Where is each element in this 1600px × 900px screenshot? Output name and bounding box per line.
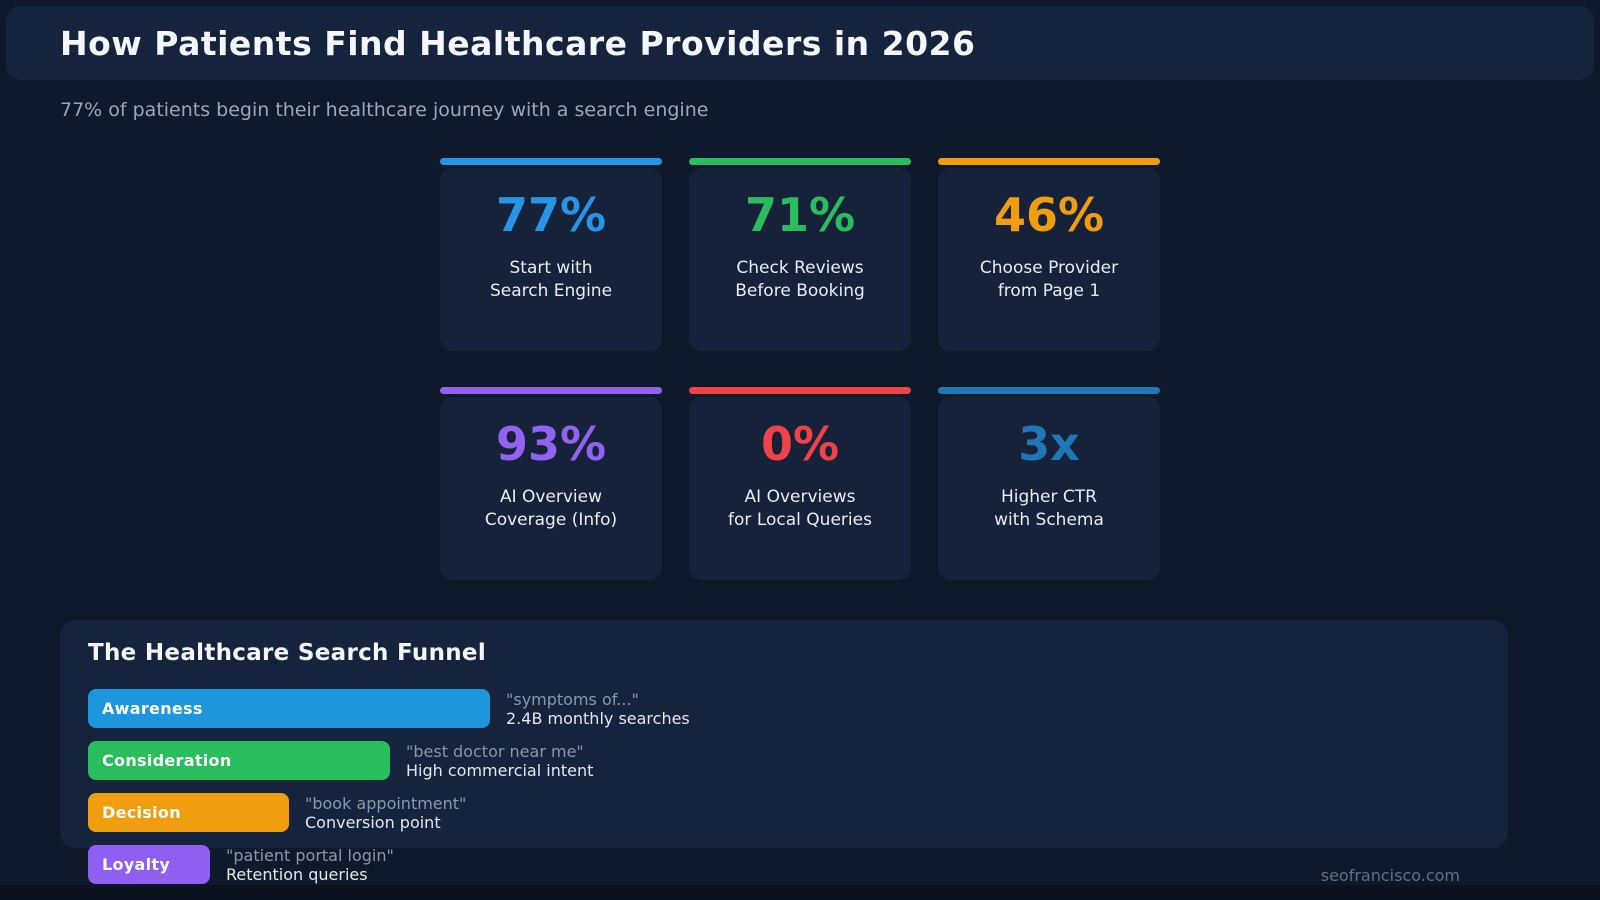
funnel-stage-detail: High commercial intent [406,760,594,780]
card-accent-bar [689,387,911,394]
funnel-bar-decision: Decision [88,793,289,832]
funnel-stage-label: Consideration [102,751,232,770]
stat-card-ai-overview-coverage: 93% AI Overview Coverage (Info) [440,387,662,580]
stat-card-check-reviews: 71% Check Reviews Before Booking [689,158,911,351]
funnel-row-awareness: Awareness "symptoms of..." 2.4B monthly … [88,689,690,728]
funnel-stage-text: "patient portal login" Retention queries [226,846,394,884]
page-subtitle: 77% of patients begin their healthcare j… [60,99,709,121]
stat-label: Higher CTR with Schema [994,486,1104,530]
funnel-row-loyalty: Loyalty "patient portal login" Retention… [88,845,690,884]
funnel-stage-quote: "best doctor near me" [406,741,584,761]
card-accent-bar [938,387,1160,394]
footer-site-url: seofrancisco.com [1320,866,1460,885]
funnel-stage-text: "book appointment" Conversion point [305,794,466,832]
footer-strip [0,885,1600,900]
stat-value: 77% [495,188,607,242]
stat-value: 46% [993,188,1105,242]
stat-value: 0% [760,417,840,471]
stat-value: 3x [1018,417,1080,471]
funnel-stage-label: Decision [102,803,181,822]
stat-card-schema-ctr: 3x Higher CTR with Schema [938,387,1160,580]
funnel-rows: Awareness "symptoms of..." 2.4B monthly … [88,689,690,897]
stat-label: Check Reviews Before Booking [735,257,865,301]
stat-label: Choose Provider from Page 1 [979,257,1119,301]
funnel-stage-label: Awareness [102,699,203,718]
stat-label: AI Overviews for Local Queries [728,486,872,530]
stat-card-search-engine: 77% Start with Search Engine [440,158,662,351]
card-accent-bar [689,158,911,165]
header-bar: How Patients Find Healthcare Providers i… [6,6,1594,80]
stat-label: Start with Search Engine [489,257,613,301]
stat-value: 71% [744,188,856,242]
funnel-stage-detail: Retention queries [226,864,368,884]
funnel-stage-text: "best doctor near me" High commercial in… [406,742,593,780]
card-accent-bar [440,158,662,165]
funnel-stage-detail: Conversion point [305,812,441,832]
funnel-stage-label: Loyalty [102,855,171,874]
funnel-stage-quote: "patient portal login" [226,845,394,865]
funnel-row-consideration: Consideration "best doctor near me" High… [88,741,690,780]
funnel-stage-text: "symptoms of..." 2.4B monthly searches [506,690,690,728]
funnel-stage-quote: "book appointment" [305,793,467,813]
funnel-title: The Healthcare Search Funnel [88,640,487,666]
card-accent-bar [938,158,1160,165]
funnel-stage-detail: 2.4B monthly searches [506,708,690,728]
stat-value: 93% [495,417,607,471]
funnel-stage-quote: "symptoms of..." [506,689,639,709]
funnel-bar-loyalty: Loyalty [88,845,210,884]
card-accent-bar [440,387,662,394]
stat-label: AI Overview Coverage (Info) [484,486,618,530]
stat-card-choose-provider: 46% Choose Provider from Page 1 [938,158,1160,351]
stat-card-grid: 77% Start with Search Engine 71% Check R… [440,158,1160,580]
funnel-panel: The Healthcare Search Funnel Awareness "… [60,620,1508,884]
funnel-row-decision: Decision "book appointment" Conversion p… [88,793,690,832]
funnel-bar-consideration: Consideration [88,741,390,780]
page-title: How Patients Find Healthcare Providers i… [60,23,976,63]
funnel-bar-awareness: Awareness [88,689,490,728]
stat-card-ai-local-queries: 0% AI Overviews for Local Queries [689,387,911,580]
